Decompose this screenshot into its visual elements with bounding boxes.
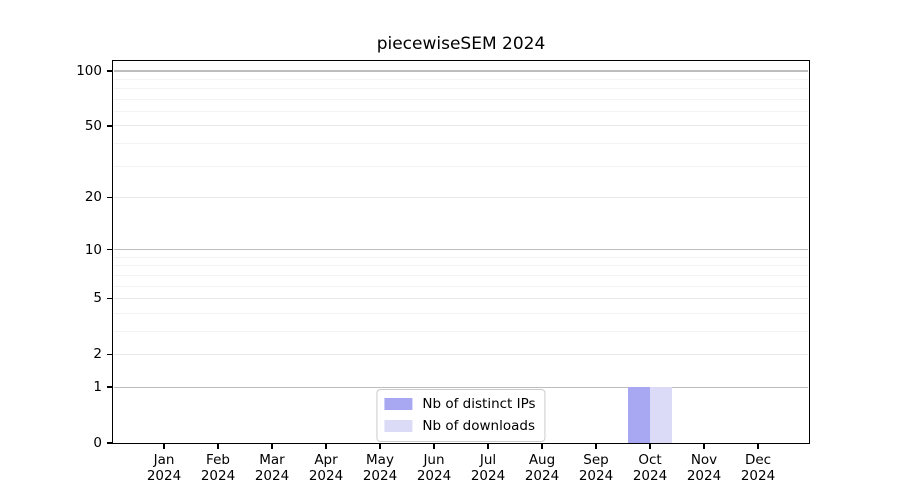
x-axis-tick-label: Dec 2024 — [726, 452, 790, 484]
x-tick-year: 2024 — [308, 468, 344, 484]
legend-item-nb-of-downloads: Nb of downloads — [384, 417, 535, 435]
legend: Nb of distinct IPs Nb of downloads — [376, 389, 546, 442]
x-axis-tick-label: Nov 2024 — [672, 452, 736, 484]
y-axis-tick-label: 100 — [76, 62, 102, 79]
x-axis-tick-label: Aug 2024 — [510, 452, 574, 484]
x-axis-tick-label: May 2024 — [348, 452, 412, 484]
y-axis-tick-label: 0 — [93, 435, 102, 451]
x-tick-year: 2024 — [416, 468, 452, 484]
x-tick-year: 2024 — [200, 468, 236, 484]
y-axis-tick-label: 20 — [84, 189, 102, 206]
x-axis-tick-apr — [325, 444, 327, 449]
plot-frame — [112, 60, 810, 444]
y-axis-tick-label: 2 — [93, 346, 102, 363]
x-tick-year: 2024 — [362, 468, 398, 484]
x-tick-month: Mar — [259, 452, 285, 468]
x-tick-year: 2024 — [254, 468, 290, 484]
x-axis-tick-label: Jun 2024 — [402, 452, 466, 484]
x-axis-tick-oct — [649, 444, 651, 449]
x-axis-tick-feb — [217, 444, 219, 449]
legend-item-nb-of-distinct-ips: Nb of distinct IPs — [384, 395, 536, 413]
x-axis-tick-label: Apr 2024 — [294, 452, 358, 484]
x-tick-year: 2024 — [578, 468, 614, 484]
x-tick-year: 2024 — [146, 468, 182, 484]
x-tick-month: Nov — [690, 452, 718, 468]
x-tick-month: Jun — [423, 452, 445, 468]
legend-swatch-nb-of-distinct-ips — [384, 398, 413, 410]
x-tick-month: Aug — [528, 452, 556, 468]
x-tick-month: Jul — [479, 452, 497, 468]
x-tick-month: Sep — [583, 452, 609, 468]
x-axis-tick-label: Jan 2024 — [132, 452, 196, 484]
x-tick-month: Apr — [314, 452, 338, 468]
y-axis-tick-label: 50 — [84, 117, 102, 134]
x-axis-tick-label: Jul 2024 — [456, 452, 520, 484]
y-axis-tick-label: 10 — [84, 241, 102, 258]
x-axis-tick-jul — [487, 444, 489, 449]
x-tick-year: 2024 — [632, 468, 668, 484]
x-tick-year: 2024 — [740, 468, 776, 484]
x-axis-tick-label: Sep 2024 — [564, 452, 628, 484]
y-axis-tick-label: 5 — [93, 290, 102, 307]
x-axis-tick-aug — [541, 444, 543, 449]
x-axis-tick-sep — [595, 444, 597, 449]
chart-title: piecewiseSEM 2024 — [376, 34, 546, 54]
x-tick-year: 2024 — [524, 468, 560, 484]
x-axis-tick-may — [379, 444, 381, 449]
x-axis-tick-jan — [163, 444, 165, 449]
x-axis-tick-label: Oct 2024 — [618, 452, 682, 484]
legend-swatch-nb-of-downloads — [384, 420, 413, 432]
legend-label: Nb of downloads — [422, 418, 535, 434]
x-tick-year: 2024 — [470, 468, 506, 484]
x-axis-tick-jun — [433, 444, 435, 449]
y-axis-tick-label: 1 — [93, 379, 102, 396]
x-axis-tick-label: Feb 2024 — [186, 452, 250, 484]
x-tick-month: Dec — [744, 452, 772, 468]
x-tick-month: Feb — [206, 452, 230, 468]
x-axis-tick-dec — [757, 444, 759, 449]
x-tick-month: Jan — [153, 452, 175, 468]
x-axis-tick-nov — [703, 444, 705, 449]
legend-label: Nb of distinct IPs — [422, 396, 536, 412]
x-axis-tick-mar — [271, 444, 273, 449]
x-tick-month: May — [366, 452, 394, 468]
x-axis-tick-label: Mar 2024 — [240, 452, 304, 484]
x-tick-year: 2024 — [686, 468, 722, 484]
x-tick-month: Oct — [638, 452, 662, 468]
